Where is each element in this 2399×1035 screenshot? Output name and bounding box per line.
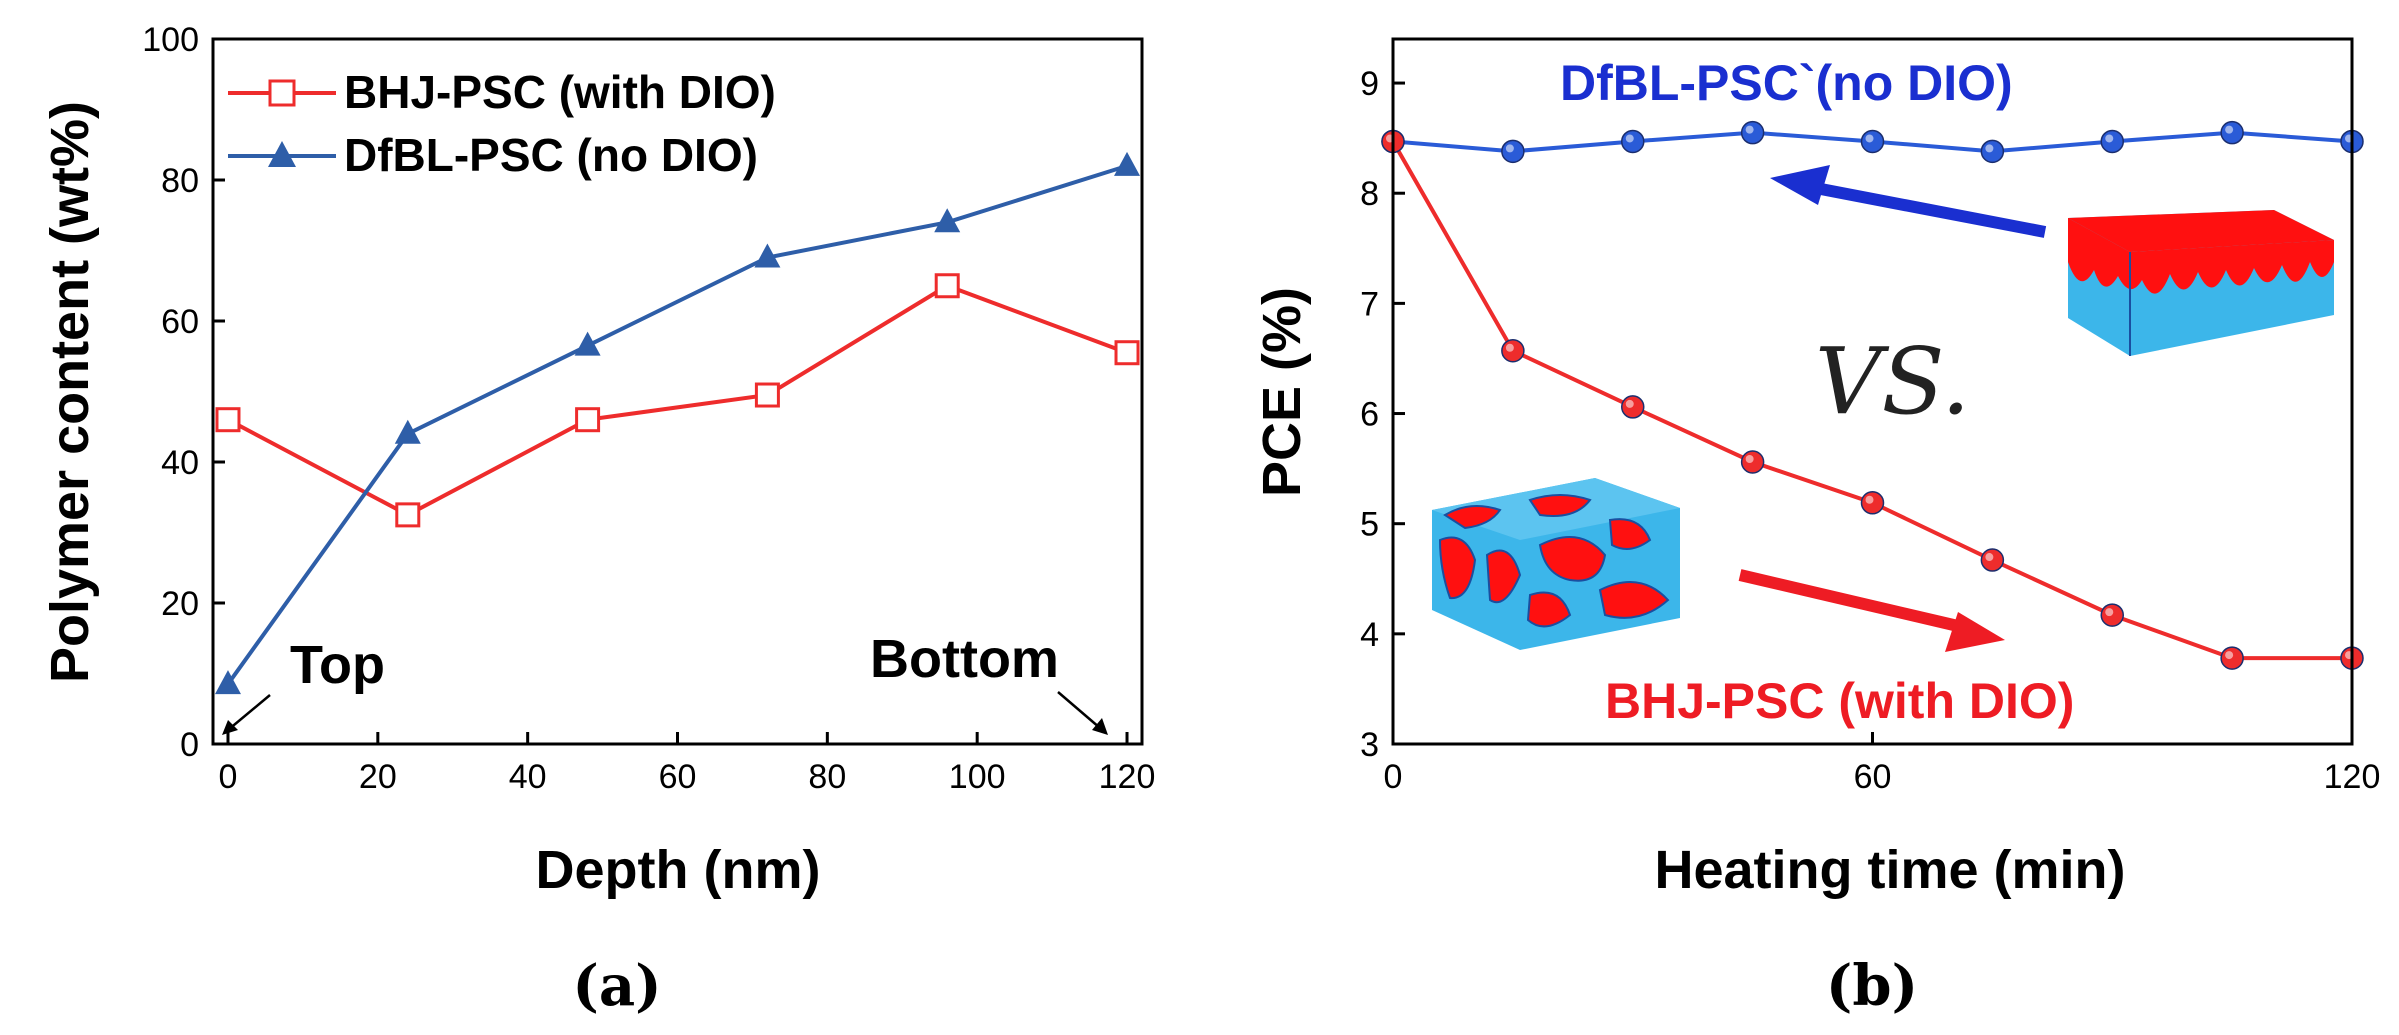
panel-b-point-highlight [1865, 495, 1874, 504]
panel-b-point [1740, 120, 1765, 145]
panel-b-ytick-label: 6 [1360, 396, 1379, 434]
panel-a-point [574, 331, 601, 356]
panel-a-point [575, 407, 601, 433]
panel-b-ytick-label: 3 [1360, 726, 1379, 764]
panel-b-point-highlight [1865, 134, 1874, 143]
series-label-bhj: BHJ-PSC (with DIO) [1605, 673, 2074, 729]
panel-b-point-highlight [2225, 651, 2234, 660]
panel-b: 0 60 120 3 4 5 6 7 8 9 [1252, 37, 2380, 1019]
panel-a-label: (a) [572, 953, 661, 1019]
panel-b-ytick-label: 9 [1360, 65, 1379, 103]
annotation-bottom-arrowhead [1092, 718, 1108, 735]
panel-b-point-highlight [2225, 125, 2234, 134]
panel-a-frame [211, 37, 1144, 746]
panel-b-point-highlight [2105, 608, 2114, 617]
panel-a-xtick-label: 120 [1099, 758, 1156, 796]
legend-label-dfbl: DfBL-PSC (no DIO) [344, 129, 758, 181]
annotation-bottom: Bottom [870, 629, 1059, 689]
legend-marker-bhj [268, 79, 296, 107]
panel-b-point [1501, 338, 1525, 363]
vs-text: VS. [1815, 328, 1970, 435]
panel-b-frame [1391, 37, 2354, 746]
panel-a-point [934, 208, 961, 233]
panel-b-point [1621, 129, 1645, 154]
panel-b-point-highlight [1505, 144, 1514, 153]
panel-a-ytick-label: 80 [161, 162, 199, 200]
panel-b-point [1740, 450, 1765, 474]
panel-a-xtick-label: 20 [359, 758, 397, 796]
panel-b-xlabel: Heating time (min) [1654, 840, 2125, 900]
panel-b-point-highlight [2105, 134, 2114, 143]
bilayer-morphology-icon [2068, 210, 2334, 356]
panel-b-ytick-label: 5 [1360, 506, 1379, 544]
panel-a-point [934, 273, 960, 299]
legend-label-bhj: BHJ-PSC (with DIO) [344, 66, 776, 118]
panel-b-label: (b) [1826, 953, 1918, 1019]
panel-b-point-highlight [1625, 134, 1634, 143]
panel-b-xtick-label: 0 [1384, 758, 1403, 796]
panel-a-annotations: Top Bottom [222, 629, 1108, 735]
panel-a-point [394, 419, 421, 444]
panel-a-xtick-label: 0 [219, 758, 238, 796]
panel-b-point-highlight [1625, 399, 1634, 408]
panel-b-point-highlight [1985, 144, 1994, 153]
legend-marker-dfbl [268, 141, 296, 167]
panel-a-ylabel: Polymer content (wt%) [40, 101, 100, 683]
panel-a-point [395, 502, 421, 528]
panel-a-series-line-1 [226, 163, 1128, 686]
panel-b-xtick-label: 60 [1854, 758, 1892, 796]
annotation-top-arrow [227, 694, 271, 731]
panel-a-series [214, 151, 1141, 695]
panel-b-point [1980, 548, 2005, 572]
annotation-top: Top [290, 635, 385, 695]
panel-b-ylabel: PCE (%) [1252, 287, 1312, 497]
panel-b-point [2220, 120, 2244, 145]
panel-b-xtick-label: 120 [2324, 758, 2381, 796]
panel-b-point-highlight [1505, 343, 1514, 352]
panel-b-ticks: 0 60 120 3 4 5 6 7 8 9 [1360, 65, 2380, 796]
panel-a-ytick-label: 0 [180, 726, 199, 764]
panel-a-xtick-label: 80 [808, 758, 846, 796]
panel-b-point [1860, 129, 1885, 154]
panel-b-point [1621, 395, 1645, 419]
panel-b-ytick-label: 4 [1360, 616, 1379, 654]
panel-a-ytick-label: 100 [142, 21, 199, 59]
panel-a-series-line-0 [227, 283, 1128, 518]
panel-a-xtick-label: 100 [949, 758, 1006, 796]
panel-a-xlabel: Depth (nm) [536, 840, 821, 900]
panel-b-point-highlight [1745, 455, 1754, 463]
panel-b-ytick-label: 7 [1360, 285, 1379, 323]
panel-b-point-highlight [1985, 553, 1994, 562]
panel-b-point [1980, 139, 2005, 164]
panel-b-point-highlight [1745, 125, 1754, 134]
panel-b-point [1860, 491, 1885, 515]
red-arrow-icon [1738, 569, 2005, 652]
panel-a-point [214, 670, 241, 695]
panel-a-point [1114, 340, 1140, 366]
panel-a-point [754, 382, 780, 408]
series-label-dfbl: DfBL-PSC`(no DIO) [1560, 55, 2013, 111]
panel-b-point [1501, 139, 1525, 164]
panel-a-legend: BHJ-PSC (with DIO) DfBL-PSC (no DIO) [228, 66, 776, 181]
annotation-bottom-arrow [1057, 691, 1101, 729]
panel-a-xtick-label: 60 [659, 758, 697, 796]
panel-a-point [1114, 151, 1141, 176]
panel-b-point [2220, 646, 2244, 670]
panel-b-ytick-label: 8 [1360, 175, 1379, 213]
panel-b-point [2100, 129, 2124, 154]
panel-a-ytick-label: 40 [161, 444, 199, 482]
panel-b-point [2100, 603, 2124, 627]
panel-a-ticks: 0 20 40 60 80 100 120 0 20 40 60 80 100 [142, 21, 1155, 796]
blue-arrow-icon [1770, 165, 2047, 238]
panel-a-point [215, 407, 241, 433]
panel-a: 0 20 40 60 80 100 120 0 20 40 60 80 100 BHJ-PSC (wit… [40, 21, 1155, 1019]
bhj-morphology-icon [1432, 478, 1680, 650]
panel-a-xtick-label: 40 [509, 758, 547, 796]
annotation-top-arrowhead [222, 720, 238, 735]
panel-a-ytick-label: 60 [161, 303, 199, 341]
panel-a-ytick-label: 20 [161, 585, 199, 623]
panel-a-point [754, 243, 781, 268]
